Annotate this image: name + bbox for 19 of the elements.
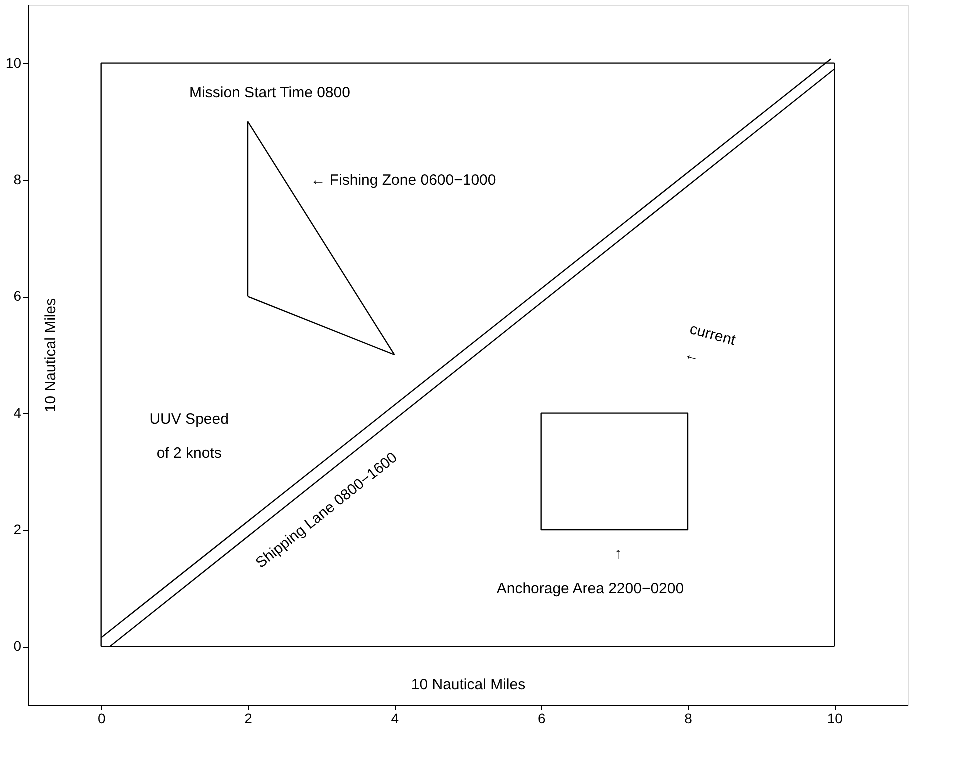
x-tick-label: 8 [684,710,693,726]
x-tick-label: 4 [391,710,400,726]
y-tick-label: 2 [14,522,22,538]
y-tick-label: 10 [6,54,22,71]
x-tick-label: 6 [538,710,546,726]
y-tick-label: 8 [14,172,22,188]
x-tick-label: 10 [827,710,844,726]
annotation: UUV Speed of 2 knots [150,411,229,462]
x-tick-label: 2 [244,710,253,726]
y-axis-title: 10 Nautical Miles [42,298,60,413]
annotation: Mission Start Time 0800 [190,84,350,102]
y-tick-label: 6 [14,288,22,304]
annotation: ↑ [614,545,622,562]
x-axis-title: 10 Nautical Miles [411,676,526,694]
annotation: ← Fishing Zone 0600−1000 [310,172,496,189]
y-tick-label: 0 [14,638,22,654]
y-tick-label: 4 [14,404,22,421]
annotation: Anchorage Area 2200−0200 [496,580,684,598]
x-tick-label: 0 [98,710,106,726]
